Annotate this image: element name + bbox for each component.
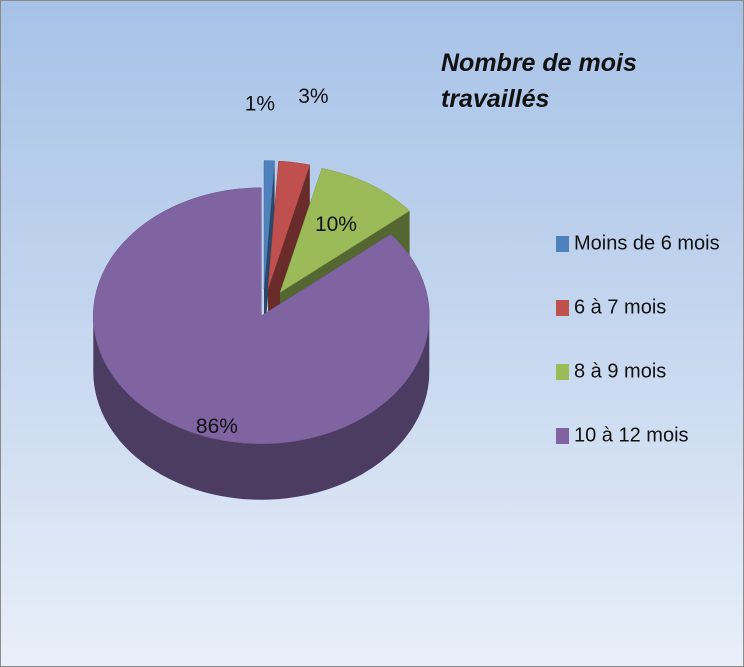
legend-label: 6 à 7 mois (574, 296, 666, 318)
slice-side (93, 315, 430, 500)
slice (93, 187, 430, 445)
legend-swatch (556, 364, 569, 380)
slice (267, 160, 311, 289)
slice (279, 168, 411, 293)
legend-label: 8 à 9 mois (574, 360, 666, 382)
data-label: 10% (315, 213, 357, 236)
data-label: 1% (245, 92, 275, 115)
chart-title: Nombre de mois travaillés (441, 49, 637, 113)
data-label: 3% (298, 85, 328, 108)
legend-swatch (556, 236, 569, 252)
slice (263, 160, 275, 289)
legend-swatch (556, 300, 569, 316)
slice-wall (268, 164, 310, 345)
slice-wall (264, 160, 275, 345)
legend-label: Moins de 6 mois (574, 232, 720, 254)
data-label: 86% (196, 415, 238, 438)
legend-swatch (556, 428, 569, 444)
legend-label: 10 à 12 mois (574, 424, 689, 446)
